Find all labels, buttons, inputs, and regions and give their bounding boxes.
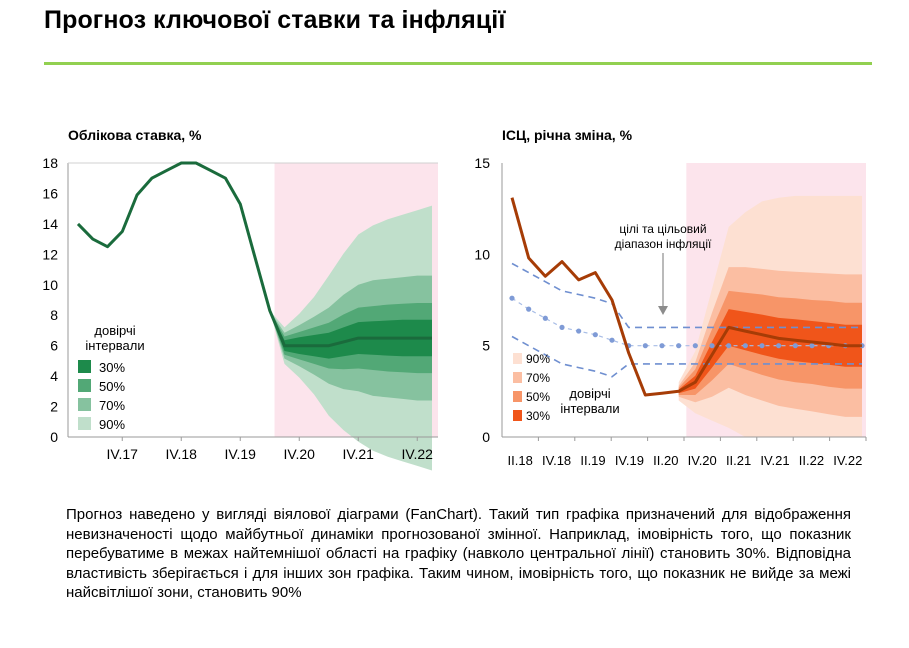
target-range-lower [511, 335, 862, 378]
target-point [509, 295, 515, 301]
x-tick-label: II.18 [508, 453, 533, 468]
fan-band-30 [678, 309, 862, 394]
y-tick-label: 8 [50, 307, 58, 323]
y-tick-label: 2 [50, 399, 58, 415]
y-tick-label: 10 [474, 246, 490, 262]
target-point [642, 343, 648, 349]
y-tick-label: 18 [42, 155, 58, 171]
x-tick-label: IV.22 [402, 446, 434, 462]
x-tick-label: IV.20 [688, 453, 717, 468]
y-tick-label: 12 [42, 246, 58, 262]
legend-title: довірчі інтервали [85, 323, 144, 353]
target-point [676, 343, 682, 349]
legend-swatch [513, 353, 522, 364]
target-point [742, 343, 748, 349]
y-tick-label: 4 [50, 368, 58, 384]
x-tick-label: IV.19 [615, 453, 644, 468]
y-tick-label: 14 [42, 216, 58, 232]
legend-swatch [78, 417, 91, 430]
legend-swatch [78, 379, 91, 392]
legend-swatch [513, 372, 522, 383]
y-tick-label: 16 [42, 185, 58, 201]
target-point [526, 306, 532, 312]
legend-swatch [513, 410, 522, 421]
target-point [792, 343, 798, 349]
legend-label: 30% [526, 409, 550, 423]
legend-swatch [78, 360, 91, 373]
legend-label: 90% [99, 417, 125, 432]
y-tick-label: 10 [42, 277, 58, 293]
y-tick-label: 0 [482, 429, 490, 445]
target-point [709, 343, 715, 349]
chart-title-cpi: ІСЦ, річна зміна, % [502, 127, 633, 143]
x-tick-label: IV.21 [343, 446, 375, 462]
x-tick-label: IV.20 [284, 446, 316, 462]
x-tick-label: II.21 [726, 453, 751, 468]
target-point [559, 324, 565, 330]
legend-label: 50% [526, 390, 550, 404]
annotation-arrow-head [658, 306, 668, 315]
y-tick-label: 0 [50, 429, 58, 445]
target-annotation: цілі та цільовий діапазон інфляції [615, 222, 712, 251]
x-tick-label: IV.19 [225, 446, 257, 462]
chart-title-rate: Облікова ставка, % [68, 127, 202, 143]
legend-label: 50% [99, 379, 125, 394]
legend-title: довірчі інтервали [560, 386, 619, 416]
target-point [576, 328, 582, 334]
page-title: Прогноз ключової ставки та інфляції [44, 6, 506, 34]
target-range-upper [511, 262, 862, 329]
legend-label: 70% [526, 371, 550, 385]
x-tick-label: II.20 [653, 453, 678, 468]
x-tick-label: IV.17 [107, 446, 139, 462]
target-point [542, 315, 548, 321]
title-rule [44, 62, 872, 65]
target-point [592, 332, 598, 338]
legend-swatch [78, 398, 91, 411]
key-rate-line [76, 161, 432, 348]
y-tick-label: 15 [474, 155, 490, 171]
y-tick-label: 6 [50, 338, 58, 354]
legend-label: 30% [99, 360, 125, 375]
target-point [809, 343, 815, 349]
x-tick-label: IV.18 [166, 446, 198, 462]
description-text: Прогноз наведено у вигляді віялової діаг… [66, 506, 851, 601]
x-tick-label: IV.21 [760, 453, 789, 468]
target-point [776, 343, 782, 349]
x-tick-label: IV.18 [542, 453, 571, 468]
legend-label: 70% [99, 398, 125, 413]
legend-swatch [513, 391, 522, 402]
y-tick-label: 5 [482, 338, 490, 354]
target-center-line [511, 297, 862, 347]
target-point [692, 343, 698, 349]
target-point [609, 337, 615, 343]
target-point [726, 343, 732, 349]
x-tick-label: II.19 [580, 453, 605, 468]
target-point [659, 343, 665, 349]
x-tick-label: IV.22 [833, 453, 862, 468]
target-point [759, 343, 765, 349]
x-tick-label: II.22 [799, 453, 824, 468]
legend-label: 90% [526, 352, 550, 366]
cpi-line [510, 197, 862, 397]
